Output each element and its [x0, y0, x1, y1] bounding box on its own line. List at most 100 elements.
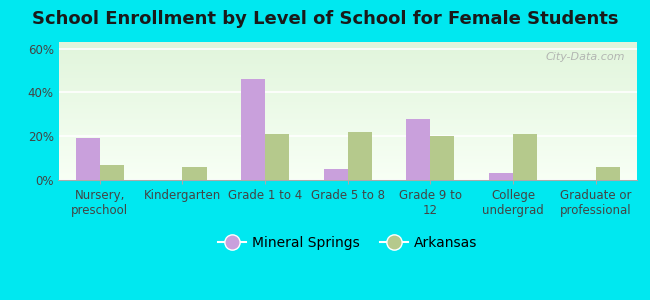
Bar: [58, 76, 637, 78]
Bar: [58, 117, 637, 118]
Bar: [58, 166, 637, 167]
Bar: [58, 65, 637, 66]
Bar: [58, 63, 637, 64]
Bar: [58, 149, 637, 150]
Bar: [58, 128, 637, 129]
Bar: [58, 155, 637, 156]
Bar: [58, 102, 637, 103]
Bar: [58, 171, 637, 172]
Bar: [58, 42, 637, 43]
Bar: [58, 167, 637, 169]
Bar: [58, 173, 637, 174]
Bar: [58, 53, 637, 55]
Bar: [58, 136, 637, 137]
Bar: [324, 169, 348, 180]
Bar: [58, 49, 637, 50]
Bar: [513, 134, 537, 180]
Bar: [58, 86, 637, 87]
Bar: [58, 129, 637, 130]
Bar: [58, 179, 637, 180]
Bar: [58, 150, 637, 151]
Bar: [58, 160, 637, 162]
Bar: [58, 141, 637, 142]
Bar: [58, 135, 637, 136]
Bar: [58, 100, 637, 101]
Bar: [58, 103, 637, 104]
Bar: [58, 151, 637, 152]
Bar: [58, 59, 637, 60]
Bar: [58, 92, 637, 93]
Bar: [58, 68, 637, 70]
Bar: [58, 170, 637, 171]
Bar: [58, 169, 637, 170]
Bar: [58, 119, 637, 120]
Bar: [58, 162, 637, 163]
Bar: [58, 75, 637, 76]
Bar: [430, 136, 454, 180]
Bar: [58, 111, 637, 112]
Bar: [58, 73, 637, 74]
Bar: [348, 132, 372, 180]
Bar: [58, 43, 637, 44]
Bar: [58, 64, 637, 65]
Bar: [58, 126, 637, 127]
Bar: [58, 134, 637, 135]
Bar: [58, 127, 637, 128]
Bar: [58, 104, 637, 105]
Bar: [58, 172, 637, 173]
Bar: [58, 174, 637, 175]
Bar: [58, 154, 637, 155]
Bar: [58, 83, 637, 85]
Bar: [58, 98, 637, 100]
Bar: [58, 147, 637, 148]
Legend: Mineral Springs, Arkansas: Mineral Springs, Arkansas: [213, 231, 482, 256]
Bar: [58, 79, 637, 80]
Bar: [58, 51, 637, 52]
Bar: [58, 50, 637, 51]
Bar: [58, 143, 637, 144]
Bar: [58, 89, 637, 90]
Bar: [58, 156, 637, 157]
Bar: [58, 97, 637, 98]
Bar: [58, 80, 637, 81]
Bar: [58, 95, 637, 96]
Bar: [58, 133, 637, 134]
Bar: [58, 159, 637, 160]
Bar: [58, 85, 637, 86]
Bar: [58, 48, 637, 49]
Bar: [183, 167, 207, 180]
Bar: [241, 79, 265, 180]
Bar: [58, 122, 637, 124]
Bar: [58, 81, 637, 82]
Bar: [58, 45, 637, 46]
Bar: [58, 109, 637, 110]
Bar: [58, 52, 637, 53]
Bar: [58, 88, 637, 89]
Bar: [58, 152, 637, 154]
Bar: [100, 165, 124, 180]
Bar: [58, 106, 637, 108]
Bar: [58, 108, 637, 109]
Bar: [58, 137, 637, 139]
Bar: [58, 71, 637, 72]
Bar: [58, 110, 637, 111]
Bar: [58, 70, 637, 71]
Bar: [58, 101, 637, 102]
Text: School Enrollment by Level of School for Female Students: School Enrollment by Level of School for…: [32, 11, 618, 28]
Bar: [58, 120, 637, 122]
Bar: [58, 144, 637, 145]
Bar: [58, 82, 637, 83]
Bar: [58, 87, 637, 88]
Bar: [58, 61, 637, 63]
Bar: [58, 165, 637, 166]
Bar: [58, 55, 637, 56]
Bar: [58, 140, 637, 141]
Bar: [489, 173, 513, 180]
Bar: [58, 115, 637, 116]
Bar: [58, 57, 637, 58]
Bar: [58, 66, 637, 67]
Bar: [58, 139, 637, 140]
Bar: [58, 72, 637, 73]
Text: City-Data.com: City-Data.com: [546, 52, 625, 62]
Bar: [58, 178, 637, 179]
